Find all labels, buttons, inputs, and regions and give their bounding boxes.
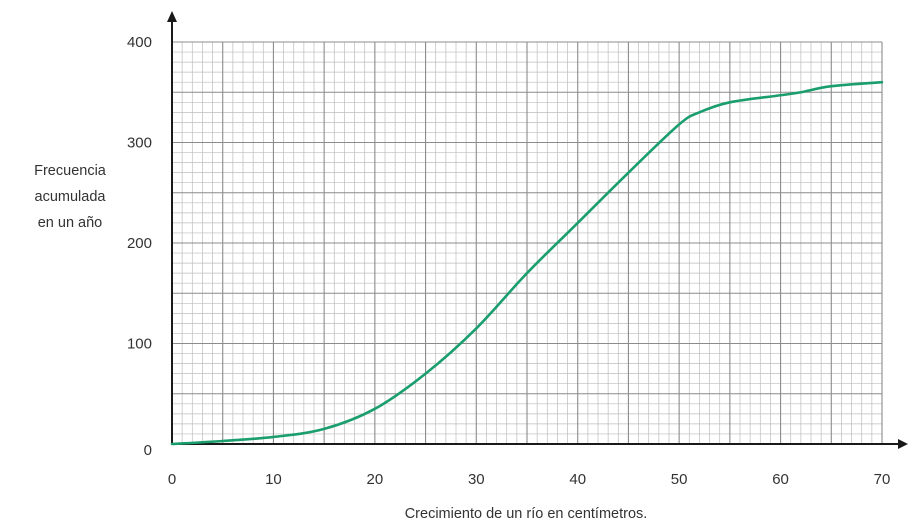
y-tick-label: 0 <box>144 442 152 459</box>
y-axis-label-line-2: acumulada <box>34 189 106 205</box>
axes <box>167 11 908 449</box>
x-tick-label: 20 <box>367 471 384 488</box>
series-layer <box>170 80 884 446</box>
x-tick-label: 10 <box>265 471 282 488</box>
x-tick-label: 60 <box>772 471 789 488</box>
x-tick-label: 50 <box>671 471 688 488</box>
y-axis-label-line-1: Frecuencia <box>34 163 106 179</box>
y-axis-label-line-3: en un año <box>37 215 103 231</box>
y-tick-label: 300 <box>127 135 152 152</box>
series-line <box>170 80 884 446</box>
x-axis-label: Crecimiento de un río en centímetros. <box>404 506 648 522</box>
x-tick-label: 30 <box>468 471 485 488</box>
y-tick-label: 400 <box>127 34 152 51</box>
x-tick-label: 0 <box>168 471 176 488</box>
x-tick-label: 70 <box>874 471 891 488</box>
x-axis-arrow-icon <box>898 439 908 449</box>
x-tick-label: 40 <box>569 471 586 488</box>
y-tick-label: 200 <box>127 235 152 252</box>
y-axis-arrow-icon <box>167 11 177 22</box>
tick-labels: 0 10 20 30 40 50 60 70 0 100 200 300 400 <box>127 34 890 488</box>
y-tick-label: 100 <box>127 336 152 353</box>
